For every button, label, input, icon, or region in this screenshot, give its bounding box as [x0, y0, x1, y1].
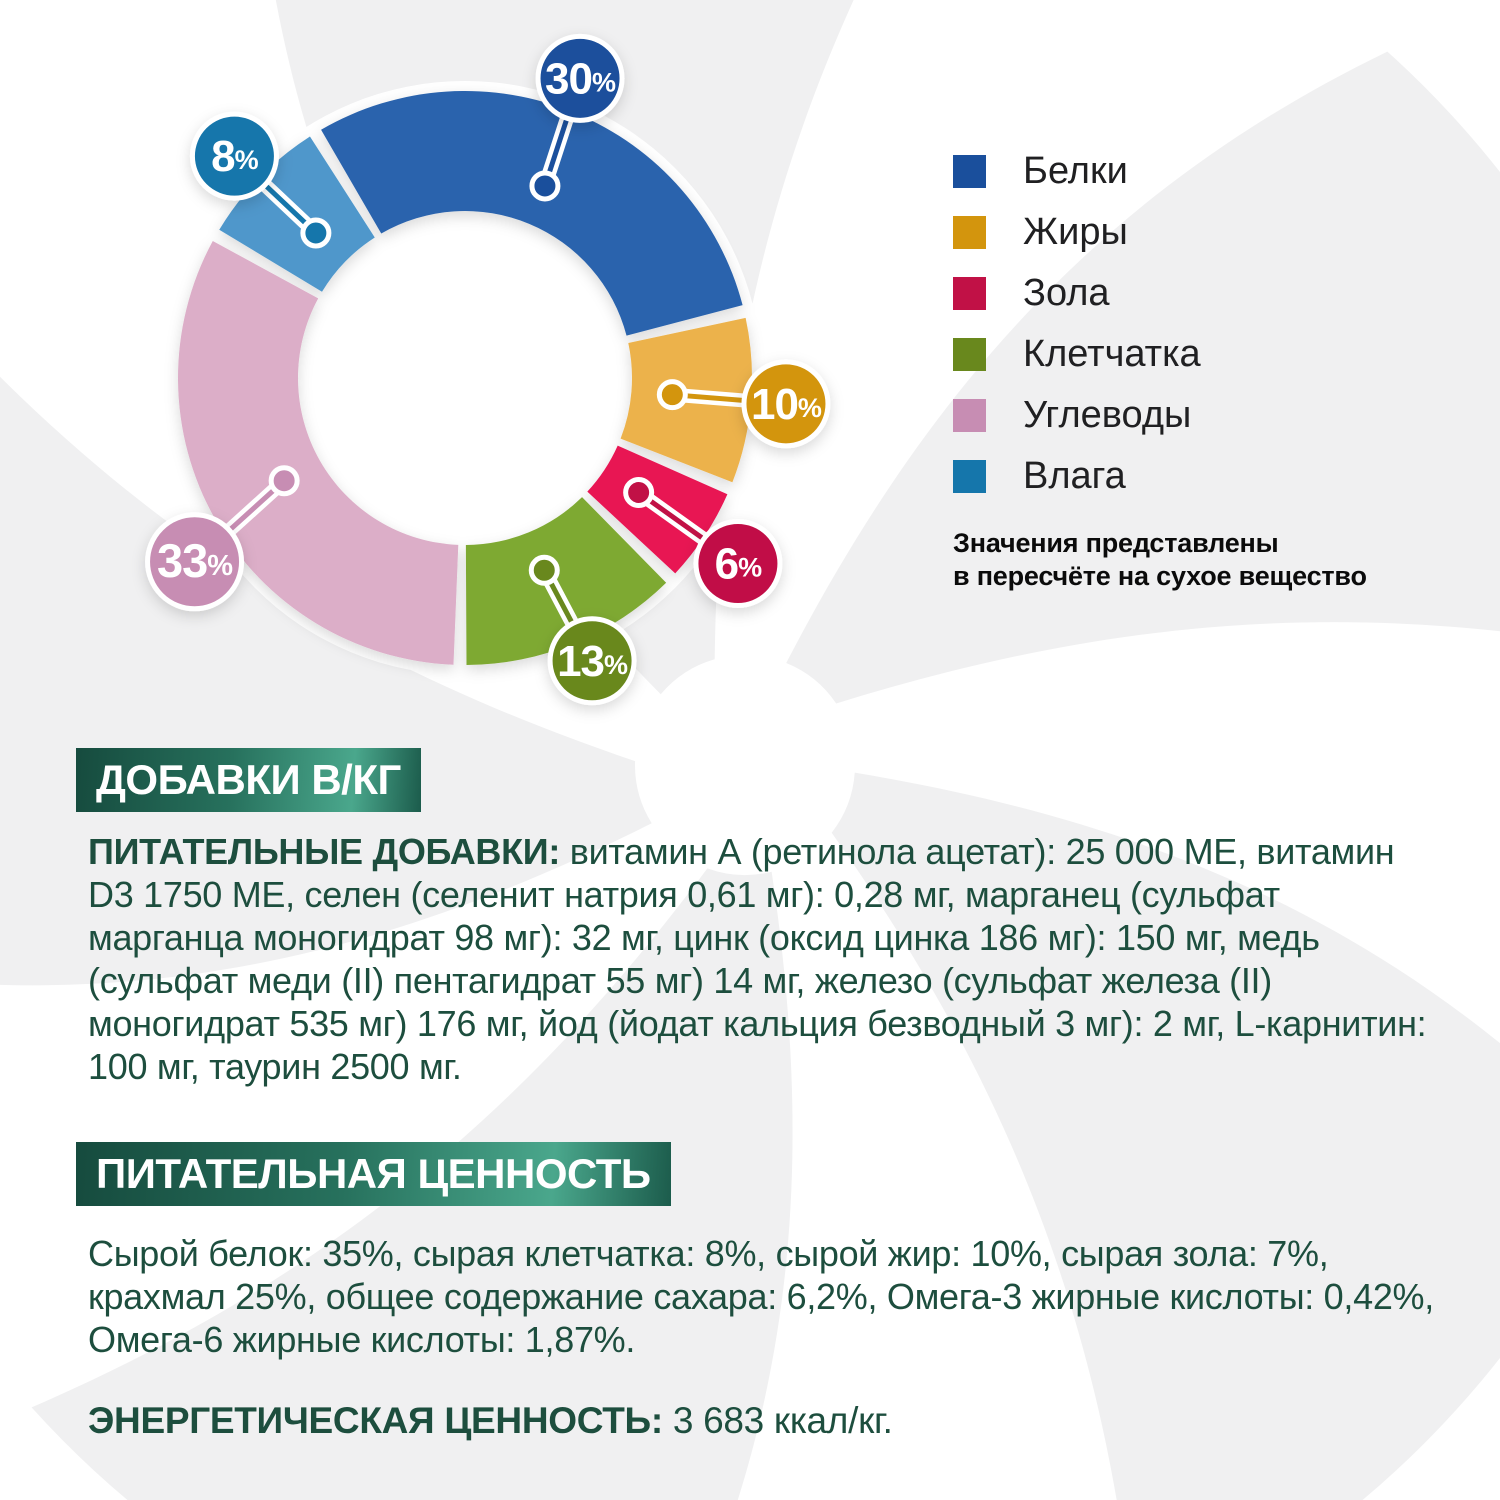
chart-note: Значения представлены в пересчёте на сух… [953, 527, 1367, 593]
callout-dot [623, 477, 655, 508]
legend-item-Зола: Зола [953, 272, 1201, 314]
value-bubble-label: 6% [715, 539, 762, 588]
chart-legend: Белки Жиры Зола Клетчатка Углеводы Влага [953, 150, 1201, 521]
energy-label: ЭНЕРГЕТИЧЕСКАЯ ЦЕННОСТЬ: [88, 1400, 663, 1441]
watermark-blade [786, 51, 1500, 704]
chart-note-line: Значения представлены [953, 528, 1279, 558]
callout-dot [529, 170, 561, 202]
value-bubble-label: 30% [545, 54, 616, 103]
energy-line: ЭНЕРГЕТИЧЕСКАЯ ЦЕННОСТЬ: 3 683 ккал/кг. [88, 1400, 893, 1442]
legend-item-Клетчатка: Клетчатка [953, 333, 1201, 375]
donut-bubbles: 30% 10% 6% 13% 33% 8% [145, 33, 831, 706]
donut-slice-Белки [321, 91, 743, 336]
value-bubble-Белки [535, 33, 625, 123]
section-badge-nutrition: ПИТАТЕЛЬНАЯ ЦЕННОСТЬ [76, 1142, 671, 1206]
callout-dot [656, 379, 688, 411]
legend-swatch [953, 338, 986, 371]
energy-value: 3 683 ккал/кг. [672, 1400, 893, 1441]
legend-swatch [953, 460, 986, 493]
legend-item-Жиры: Жиры [953, 211, 1201, 253]
callout-dot [528, 554, 560, 586]
legend-label: Жиры [1023, 211, 1128, 253]
legend-swatch [953, 277, 986, 310]
nutrition-paragraph: Сырой белок: 35%, сырая клетчатка: 8%, с… [88, 1233, 1434, 1360]
value-bubble-Жиры [741, 359, 831, 449]
callout-dot [300, 217, 332, 249]
value-bubble-label: 8% [211, 132, 258, 181]
donut-slice-Углеводы [177, 241, 459, 665]
value-bubble-Углеводы [145, 512, 245, 612]
watermark-blade [831, 772, 1500, 1500]
legend-item-Влага: Влага [953, 455, 1201, 497]
value-bubble-label: 10% [751, 380, 822, 429]
legend-label: Зола [1023, 272, 1110, 314]
legend-item-Белки: Белки [953, 150, 1201, 192]
section-badge-additives: ДОБАВКИ В/КГ [76, 748, 421, 812]
legend-label: Влага [1023, 455, 1126, 497]
legend-swatch [953, 216, 986, 249]
value-bubble-Клетчатка [547, 616, 637, 706]
callout-dot [268, 465, 300, 497]
value-bubble-label: 33% [157, 534, 233, 587]
legend-label: Белки [1023, 150, 1128, 192]
legend-item-Углеводы: Углеводы [953, 394, 1201, 436]
value-bubble-label: 13% [557, 637, 628, 686]
additives-body-text: витамин А (ретинола ацетат): 25 000 МЕ, … [88, 831, 1427, 1087]
chart-note-line: в пересчёте на сухое вещество [953, 561, 1367, 591]
donut-slice-Клетчатка [465, 497, 667, 665]
nutrient-donut-chart: 30% 10% 6% 13% 33% 8% [145, 33, 831, 706]
legend-label: Клетчатка [1023, 333, 1201, 375]
additives-lead-label: ПИТАТЕЛЬНЫЕ ДОБАВКИ: [88, 831, 561, 872]
additives-paragraph: ПИТАТЕЛЬНЫЕ ДОБАВКИ: витамин А (ретинола… [88, 830, 1438, 1088]
donut-slices [177, 91, 753, 665]
value-bubble-Влага [189, 111, 279, 201]
legend-label: Углеводы [1023, 394, 1192, 436]
legend-swatch [953, 399, 986, 432]
value-bubble-Зола [693, 518, 783, 608]
legend-swatch [953, 155, 986, 188]
